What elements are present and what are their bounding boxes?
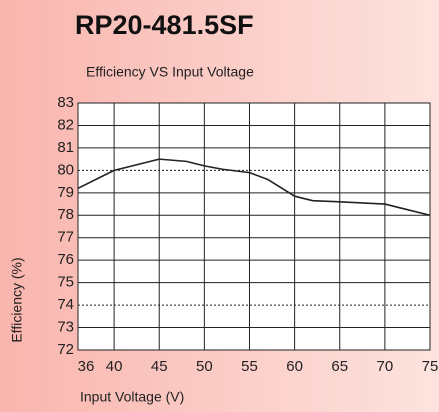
y-axis-label: Efficiency (%) <box>9 257 25 342</box>
x-tick-label: 55 <box>241 358 258 375</box>
x-tick-label: 65 <box>331 358 348 375</box>
chart-subtitle: Efficiency VS Input Voltage <box>86 64 254 80</box>
x-tick-label: 70 <box>377 358 394 375</box>
y-tick-label: 72 <box>57 341 74 358</box>
plot-area <box>78 103 430 350</box>
chart-title: RP20-481.5SF <box>75 10 254 40</box>
y-tick-label: 76 <box>57 251 74 268</box>
x-tick-label: 75 <box>422 358 439 375</box>
y-tick-label: 83 <box>57 94 74 111</box>
y-tick-label: 77 <box>57 229 74 246</box>
y-tick-label: 82 <box>57 116 74 133</box>
x-tick-label: 36 <box>78 358 95 375</box>
y-tick-label: 79 <box>57 184 74 201</box>
x-tick-label: 60 <box>286 358 303 375</box>
line-series <box>77 158 431 217</box>
x-tick-label: 40 <box>106 358 123 375</box>
y-tick-label: 81 <box>57 139 74 156</box>
plot-frame <box>77 102 431 351</box>
y-tick-label: 75 <box>57 274 74 291</box>
y-tick-label: 74 <box>57 296 74 313</box>
x-axis-label: Input Voltage (V) <box>80 389 184 405</box>
y-tick-label: 78 <box>57 206 74 223</box>
y-tick-label: 80 <box>57 161 74 178</box>
x-tick-label: 50 <box>196 358 213 375</box>
y-tick-label: 73 <box>57 319 74 336</box>
x-tick-label: 45 <box>151 358 168 375</box>
